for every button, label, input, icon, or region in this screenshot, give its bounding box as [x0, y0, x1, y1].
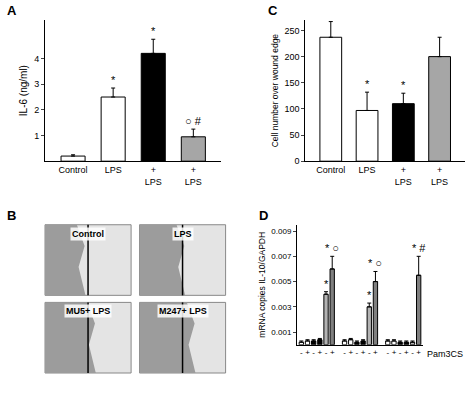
svg-text:A: A [7, 3, 17, 18]
svg-text:+: + [416, 348, 421, 357]
svg-text:Control: Control [59, 165, 88, 175]
svg-text:-: - [325, 348, 328, 357]
svg-text:150: 150 [285, 78, 300, 88]
svg-text:B: B [7, 208, 16, 223]
svg-text:-: - [386, 348, 389, 357]
svg-text:3: 3 [34, 79, 39, 89]
svg-text:+: + [392, 348, 397, 357]
svg-text:*: * [151, 25, 156, 37]
svg-text:MU5+ LPS: MU5+ LPS [66, 306, 110, 316]
svg-text:*: * [324, 278, 329, 290]
svg-text:1: 1 [34, 131, 39, 141]
svg-text:LPS: LPS [105, 165, 122, 175]
svg-text:200: 200 [285, 52, 300, 62]
svg-text:0.003: 0.003 [271, 303, 292, 312]
svg-text:+: + [373, 348, 378, 357]
svg-text:-: - [312, 348, 315, 357]
svg-text:0.009: 0.009 [271, 227, 292, 236]
svg-text:+: + [404, 348, 409, 357]
svg-text:LPS: LPS [359, 165, 376, 175]
svg-text:-: - [399, 348, 402, 357]
svg-text:* ○: * ○ [325, 242, 339, 254]
svg-text:* ○: * ○ [368, 257, 382, 269]
svg-text:250: 250 [285, 26, 300, 36]
svg-text:Pam3CS: Pam3CS [427, 349, 463, 359]
svg-text:0.007: 0.007 [271, 252, 292, 261]
svg-text:+: + [361, 348, 366, 357]
svg-text:50: 50 [290, 130, 300, 140]
svg-text:-: - [300, 348, 303, 357]
svg-text:+LPS: +LPS [431, 165, 448, 187]
svg-text:IL-6 (ng/ml): IL-6 (ng/ml) [18, 65, 29, 116]
svg-text:-: - [411, 348, 414, 357]
svg-text:0.005: 0.005 [271, 277, 292, 286]
svg-text:LPS: LPS [174, 229, 192, 239]
svg-text:4: 4 [34, 54, 39, 64]
svg-text:+: + [318, 348, 323, 357]
svg-text:0: 0 [295, 156, 300, 166]
svg-text:*: * [367, 289, 372, 301]
svg-text:C: C [268, 3, 278, 18]
svg-text:*: * [111, 74, 116, 86]
svg-text:+LPS: +LPS [185, 165, 202, 187]
svg-text:+: + [348, 348, 353, 357]
svg-text:mRNA copies IL-10/GAPDH: mRNA copies IL-10/GAPDH [257, 232, 267, 338]
svg-text:Cell number over wound edge: Cell number over wound edge [270, 34, 280, 148]
svg-text:2: 2 [34, 105, 39, 115]
svg-text:M247+ LPS: M247+ LPS [159, 306, 207, 316]
svg-text:*: * [365, 78, 370, 90]
svg-text:+: + [305, 348, 310, 357]
svg-text:-: - [343, 348, 346, 357]
svg-text:*: * [401, 79, 406, 91]
svg-text:+: + [330, 348, 335, 357]
svg-text:Control: Control [316, 165, 345, 175]
svg-text:-: - [368, 348, 371, 357]
svg-text:0.001: 0.001 [271, 328, 292, 337]
svg-text:+LPS: +LPS [145, 165, 162, 187]
svg-text:* #: * # [412, 242, 426, 254]
svg-text:○ #: ○ # [185, 115, 202, 127]
svg-text:-: - [356, 348, 359, 357]
svg-text:100: 100 [285, 104, 300, 114]
svg-text:Control: Control [72, 229, 104, 239]
svg-text:D: D [259, 208, 268, 223]
svg-text:+LPS: +LPS [395, 165, 412, 187]
